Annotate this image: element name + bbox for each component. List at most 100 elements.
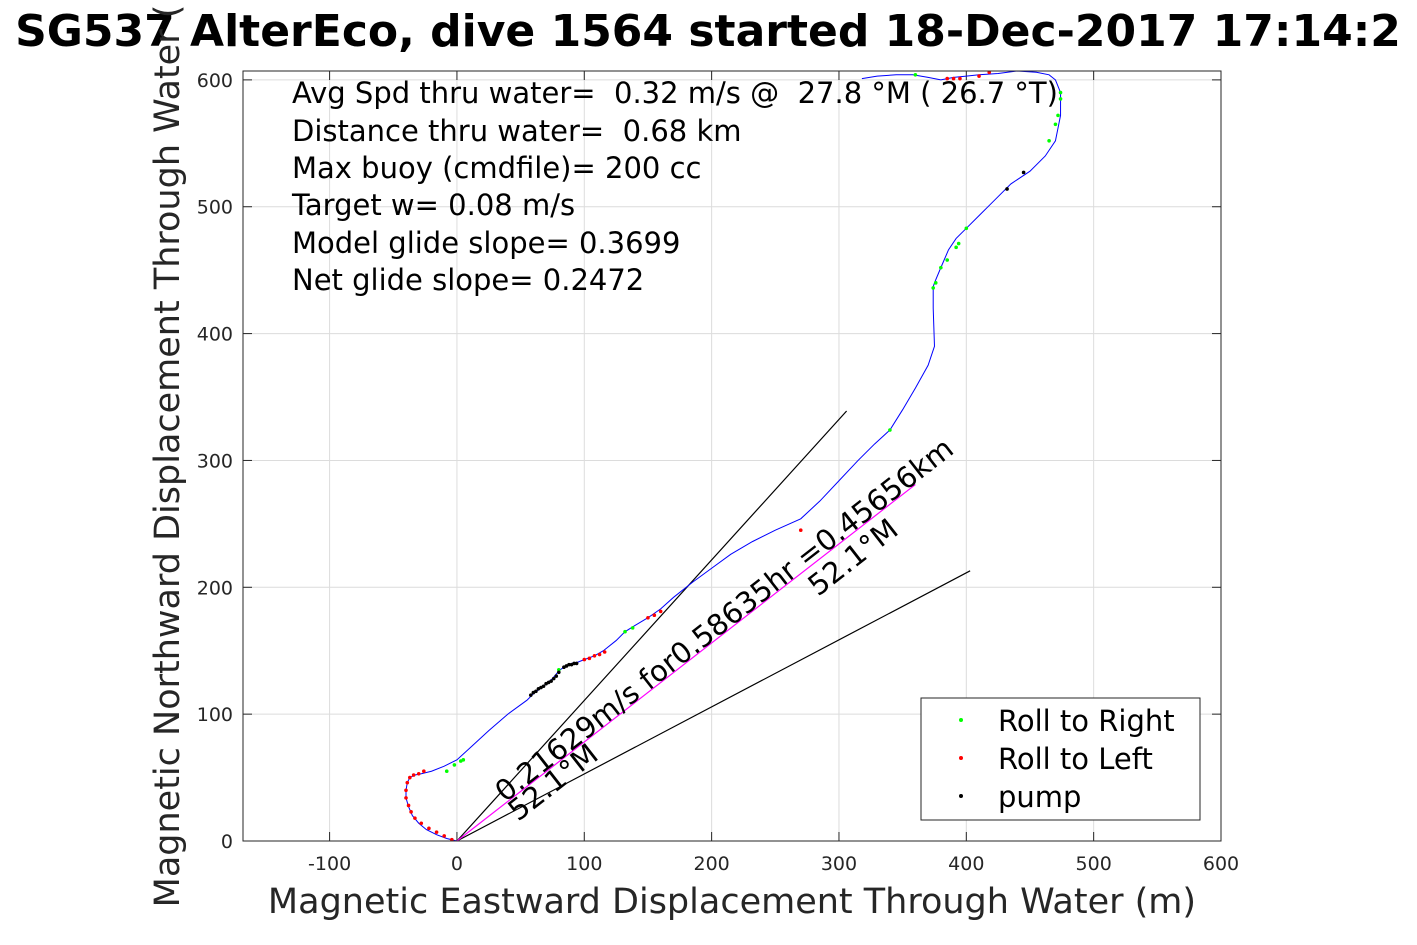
pump-point xyxy=(528,693,533,697)
y-tick-label: 600 xyxy=(197,70,233,92)
chart-title: SG537 AlterEco, dive 1564 started 18-Dec… xyxy=(15,6,1401,57)
roll-right-point xyxy=(945,258,950,262)
roll-left-point xyxy=(406,803,411,808)
roll-right-point xyxy=(1058,90,1063,95)
legend-marker-pump xyxy=(959,794,963,798)
roll-left-point xyxy=(442,834,447,838)
roll-left-point xyxy=(646,615,650,620)
y-tick-label: 300 xyxy=(197,450,233,472)
roll-right-point xyxy=(1047,138,1051,143)
roll-left-point xyxy=(404,796,408,800)
series-layer xyxy=(404,70,1063,842)
roll-left-point xyxy=(422,769,426,774)
track-line xyxy=(405,70,1062,842)
plot-frame xyxy=(242,70,1222,842)
legend-box xyxy=(920,697,1201,821)
roll-left-point xyxy=(409,810,413,814)
roll-left-point xyxy=(587,656,592,661)
roll-right-point xyxy=(623,629,627,634)
roll-left-point xyxy=(597,652,602,657)
annotation-target-w: Target w= 0.08 m/s xyxy=(291,188,575,222)
roll-left-point xyxy=(652,613,657,618)
roll-right-point xyxy=(1056,113,1060,118)
roll-right-point xyxy=(1053,122,1058,127)
glide-wedge-lower-line xyxy=(456,570,971,842)
roll-left-point xyxy=(408,775,412,780)
tick-labels: -100 0 100 200 300 400 500 600 0 100 200 300 400 500 6… xyxy=(197,70,1239,875)
pump-point xyxy=(534,689,538,694)
current-line xyxy=(456,484,916,842)
y-tick-label: 500 xyxy=(197,197,233,219)
roll-left-point xyxy=(951,76,956,81)
pump-point xyxy=(1005,187,1009,191)
tick-marks xyxy=(243,71,1222,842)
legend: Roll to Right Roll to Left pump xyxy=(920,697,1201,821)
roll-right-point xyxy=(939,265,943,270)
legend-label-pump: pump xyxy=(998,780,1081,814)
roll-left-point xyxy=(405,780,410,785)
glide-wedge-upper-line xyxy=(456,410,848,842)
roll-left-point xyxy=(419,821,424,826)
y-tick-label: 400 xyxy=(197,324,233,346)
y-tick-label: 100 xyxy=(197,704,233,726)
pump-point xyxy=(567,662,571,667)
pump-point xyxy=(554,674,559,678)
roll-right-point xyxy=(461,758,466,762)
roll-left-point xyxy=(404,788,408,793)
roll-left-point xyxy=(958,76,962,81)
roll-right-point xyxy=(964,226,969,231)
y-tick-label: 200 xyxy=(197,577,233,599)
roll-left-point xyxy=(416,771,421,776)
pump-point xyxy=(1021,170,1026,175)
annotation-net-glide-slope: Net glide slope= 0.2472 xyxy=(292,263,644,297)
pump-point xyxy=(572,661,576,666)
roll-right-point xyxy=(931,286,936,290)
roll-right-point xyxy=(444,769,449,774)
pump-point xyxy=(549,679,553,683)
annotation-avg-speed: Avg Spd thru water= 0.32 m/s @ 27.8 °M (… xyxy=(292,76,1058,110)
x-tick-label: 400 xyxy=(948,853,984,875)
x-tick-label: 600 xyxy=(1203,853,1239,875)
legend-label-roll-right: Roll to Right xyxy=(998,704,1175,738)
x-tick-label: 100 xyxy=(566,853,602,875)
x-tick-label: 0 xyxy=(451,853,463,875)
x-tick-label: -100 xyxy=(308,853,351,875)
annotation-block: Avg Spd thru water= 0.32 m/s @ 27.8 °M (… xyxy=(291,76,1058,297)
pump-point xyxy=(541,684,546,689)
roll-left-point xyxy=(798,528,803,533)
roll-right-point xyxy=(954,245,958,250)
roll-right-point xyxy=(557,667,561,672)
roll-right-point xyxy=(1058,97,1063,101)
roll-left-point xyxy=(658,609,663,614)
roll-left-point xyxy=(582,657,587,662)
roll-right-point xyxy=(452,763,457,767)
roll-left-point xyxy=(977,74,981,78)
annotation-max-buoy: Max buoy (cmdfile)= 200 cc xyxy=(292,151,701,185)
roll-left-point xyxy=(411,773,416,777)
legend-label-roll-left: Roll to Left xyxy=(998,742,1153,776)
pump-point xyxy=(551,676,556,681)
roll-left-point xyxy=(434,830,439,834)
annotation-model-glide-slope: Model glide slope= 0.3699 xyxy=(292,226,680,260)
x-axis-label: Magnetic Eastward Displacement Through W… xyxy=(268,882,1196,922)
pump-point xyxy=(557,670,561,675)
roll-left-point xyxy=(602,650,607,654)
x-tick-label: 200 xyxy=(693,853,729,875)
roll-left-point xyxy=(592,653,597,658)
pump-point xyxy=(574,661,579,666)
legend-marker-roll-left xyxy=(959,756,963,760)
legend-marker-roll-right xyxy=(959,718,963,722)
x-tick-label: 300 xyxy=(821,853,857,875)
roll-right-point xyxy=(913,73,918,77)
roll-right-point xyxy=(933,281,938,285)
roll-right-point xyxy=(956,241,961,246)
roll-right-point xyxy=(630,626,635,630)
roll-left-point xyxy=(413,816,417,820)
y-axis-label: Magnetic Northward Displacement Through … xyxy=(148,5,188,908)
x-tick-label: 500 xyxy=(1076,853,1112,875)
y-tick-label: 0 xyxy=(221,831,233,853)
roll-left-point xyxy=(427,826,431,831)
roll-left-point xyxy=(945,76,950,81)
roll-right-point xyxy=(888,428,892,432)
annotation-distance: Distance thru water= 0.68 km xyxy=(292,114,742,148)
